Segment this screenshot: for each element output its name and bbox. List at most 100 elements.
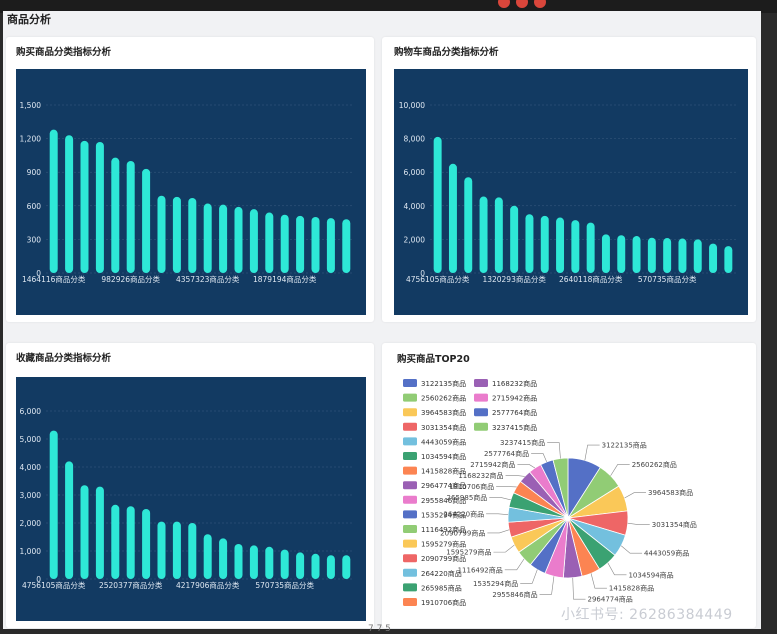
bar[interactable] <box>480 197 488 273</box>
bar[interactable] <box>50 431 58 579</box>
bar[interactable] <box>250 545 258 579</box>
bar[interactable] <box>556 218 564 273</box>
legend-label[interactable]: 3122135商品 <box>421 379 466 388</box>
bar[interactable] <box>173 522 181 579</box>
bar[interactable] <box>204 204 212 273</box>
legend-swatch[interactable] <box>403 598 417 606</box>
legend-label[interactable]: 4443059商品 <box>421 437 466 446</box>
bar[interactable] <box>449 164 457 273</box>
bar[interactable] <box>724 246 732 273</box>
bar[interactable] <box>173 197 181 273</box>
legend-swatch[interactable] <box>403 496 417 504</box>
legend-swatch[interactable] <box>403 467 417 475</box>
bar[interactable] <box>281 215 289 273</box>
bar[interactable] <box>311 217 319 273</box>
bar[interactable] <box>281 550 289 579</box>
bar[interactable] <box>510 206 518 273</box>
legend-swatch[interactable] <box>403 394 417 402</box>
bar[interactable] <box>541 216 549 273</box>
legend-swatch[interactable] <box>403 525 417 533</box>
bar[interactable] <box>265 213 273 273</box>
legend-label[interactable]: 2715942商品 <box>492 394 537 403</box>
bar[interactable] <box>327 555 335 579</box>
bar[interactable] <box>127 506 135 579</box>
bar[interactable] <box>571 220 579 273</box>
legend-label[interactable]: 264220商品 <box>421 569 462 578</box>
legend-label[interactable]: 2577764商品 <box>492 408 537 417</box>
bar[interactable] <box>495 197 503 273</box>
legend-swatch[interactable] <box>403 379 417 387</box>
legend-swatch[interactable] <box>403 540 417 548</box>
legend-swatch[interactable] <box>403 437 417 445</box>
bar[interactable] <box>111 158 119 273</box>
bar[interactable] <box>65 135 73 273</box>
legend-swatch[interactable] <box>474 379 488 387</box>
bar[interactable] <box>648 238 656 273</box>
bar[interactable] <box>342 555 350 579</box>
legend-label[interactable]: 3031354商品 <box>421 423 466 432</box>
legend-label[interactable]: 1034594商品 <box>421 452 466 461</box>
bar[interactable] <box>157 196 165 273</box>
bar[interactable] <box>296 552 304 579</box>
bar[interactable] <box>633 236 641 273</box>
bar[interactable] <box>434 137 442 273</box>
legend-swatch[interactable] <box>403 554 417 562</box>
bar[interactable] <box>678 239 686 273</box>
bar[interactable] <box>188 523 196 579</box>
bar[interactable] <box>525 214 533 273</box>
legend-swatch[interactable] <box>403 510 417 518</box>
bar[interactable] <box>142 169 150 273</box>
bar[interactable] <box>65 461 73 579</box>
bar[interactable] <box>327 218 335 273</box>
legend-label[interactable]: 2560262商品 <box>421 394 466 403</box>
bar[interactable] <box>234 207 242 273</box>
bar[interactable] <box>250 209 258 273</box>
bar[interactable] <box>464 177 472 273</box>
bar[interactable] <box>188 198 196 273</box>
bar[interactable] <box>296 216 304 273</box>
bar[interactable] <box>142 509 150 579</box>
window-control-icon[interactable] <box>498 0 510 8</box>
legend-label[interactable]: 3964583商品 <box>421 408 466 417</box>
legend-swatch[interactable] <box>474 394 488 402</box>
watermark: 小红书号: 26286384449 <box>561 604 733 624</box>
bar[interactable] <box>127 161 135 273</box>
legend-swatch[interactable] <box>474 423 488 431</box>
bar[interactable] <box>663 238 671 273</box>
legend-label[interactable]: 1168232商品 <box>492 379 537 388</box>
bar[interactable] <box>50 130 58 273</box>
slice-label: 3122135商品 <box>602 441 647 450</box>
legend-label[interactable]: 3237415商品 <box>492 423 537 432</box>
bar[interactable] <box>80 141 88 273</box>
legend-swatch[interactable] <box>403 583 417 591</box>
bar[interactable] <box>311 554 319 579</box>
bar[interactable] <box>80 485 88 579</box>
legend-swatch[interactable] <box>474 408 488 416</box>
legend-swatch[interactable] <box>403 452 417 460</box>
bar[interactable] <box>96 487 104 579</box>
bar[interactable] <box>617 235 625 273</box>
legend-label[interactable]: 265985商品 <box>421 583 462 592</box>
window-control-icon[interactable] <box>534 0 546 8</box>
bar[interactable] <box>694 239 702 273</box>
bar[interactable] <box>602 234 610 273</box>
bar[interactable] <box>587 223 595 273</box>
bar[interactable] <box>157 522 165 579</box>
bar[interactable] <box>265 547 273 579</box>
bar[interactable] <box>342 219 350 273</box>
legend-swatch[interactable] <box>403 408 417 416</box>
legend-swatch[interactable] <box>403 481 417 489</box>
legend-swatch[interactable] <box>403 569 417 577</box>
bar[interactable] <box>219 538 227 579</box>
bar[interactable] <box>204 534 212 579</box>
legend-swatch[interactable] <box>403 423 417 431</box>
legend-label[interactable]: 1595279商品 <box>421 540 466 549</box>
bar[interactable] <box>111 505 119 579</box>
bar[interactable] <box>709 244 717 273</box>
bar[interactable] <box>96 142 104 273</box>
legend-label[interactable]: 1910706商品 <box>421 598 466 607</box>
bar[interactable] <box>219 205 227 273</box>
bar[interactable] <box>234 544 242 579</box>
slice-label: 3964583商品 <box>648 488 693 497</box>
window-control-icon[interactable] <box>516 0 528 8</box>
